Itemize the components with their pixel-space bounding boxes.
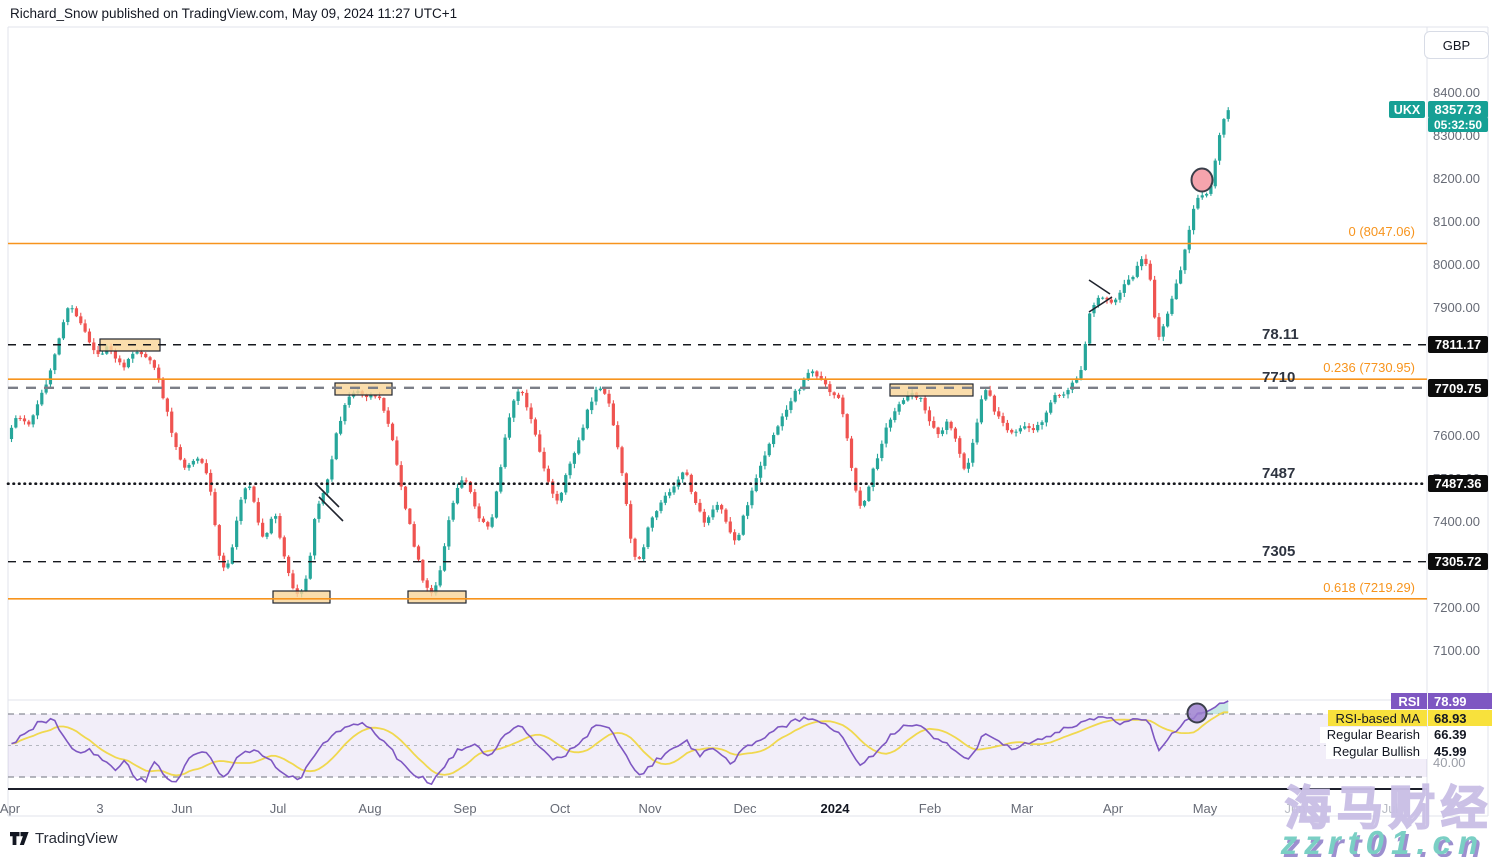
time-axis-label: Feb — [918, 801, 942, 816]
fib-level-label: 0 (8047.06) — [1348, 224, 1416, 240]
time-axis-label: May — [1192, 801, 1218, 816]
fib-level-label: 0.236 (7730.95) — [1323, 360, 1415, 376]
time-axis-label: 2024 — [820, 801, 850, 816]
horizontal-level-label: 7710 — [1262, 368, 1296, 386]
rsi-legend-value: 68.93 — [1428, 710, 1492, 726]
time-axis-label: Oct — [549, 801, 571, 816]
rsi-legend-label-rsi-based-ma: RSI-based MA — [1328, 710, 1427, 726]
bar-countdown-badge: 05:32:50 — [1428, 117, 1488, 132]
time-axis-label: Jul — [269, 801, 287, 816]
horizontal-level-label: 7305 — [1262, 542, 1296, 560]
price-level-badge: 7305.72 — [1428, 553, 1488, 571]
symbol-badge: UKX — [1389, 101, 1425, 118]
last-price-badge: 8357.73 — [1428, 101, 1488, 118]
price-axis-label: 8400.00 — [1433, 85, 1480, 100]
rsi-legend-label-rsi: RSI — [1391, 693, 1427, 709]
price-axis-label: 8100.00 — [1433, 213, 1480, 229]
time-axis-label: 3 — [96, 801, 104, 816]
time-axis-label: Jun — [1284, 801, 1306, 816]
tradingview-logo-icon — [10, 831, 29, 845]
price-axis-label: 8200.00 — [1433, 170, 1480, 186]
price-axis-label: 7600.00 — [1433, 428, 1480, 444]
time-axis-label: Nov — [638, 801, 662, 816]
rsi-legend-value: 45.99 — [1434, 743, 1467, 759]
tradingview-logo-text: TradingView — [35, 830, 118, 847]
price-axis-label: 7100.00 — [1433, 643, 1480, 658]
time-axis-label: Dec — [733, 801, 757, 816]
rsi-legend-label-regular-bullish: Regular Bullish — [1325, 743, 1427, 759]
rsi-legend-value: 78.99 — [1428, 693, 1492, 709]
time-axis-label: Sep — [453, 801, 477, 816]
time-axis-label: Apr — [0, 801, 21, 816]
publish-byline: Richard_Snow published on TradingView.co… — [10, 6, 458, 21]
price-axis-label: 7900.00 — [1433, 299, 1480, 315]
price-axis-label: 8000.00 — [1433, 256, 1480, 272]
price-level-badge: 7811.17 — [1428, 336, 1488, 354]
tradingview-attribution[interactable]: TradingView — [10, 830, 118, 847]
time-axis-label: Jun — [171, 801, 193, 816]
watermark-cn: 海马财经 — [1284, 781, 1493, 835]
time-axis-label: Apr — [1102, 801, 1124, 816]
time-axis-label: Mar — [1010, 801, 1034, 816]
price-level-badge: 7709.75 — [1428, 379, 1488, 397]
price-axis-label: 7400.00 — [1433, 514, 1480, 530]
time-axis-label: Aug — [358, 801, 382, 816]
rsi-legend-value: 66.39 — [1434, 727, 1467, 742]
rsi-axis-label: 40.00 — [1433, 755, 1466, 770]
price-level-badge: 7487.36 — [1428, 475, 1488, 493]
currency-button[interactable]: GBP — [1424, 31, 1489, 59]
rsi-legend-label-regular-bearish: Regular Bearish — [1319, 726, 1427, 743]
time-axis-label: Jul — [1381, 801, 1399, 816]
fib-level-label: 0.618 (7219.29) — [1323, 579, 1415, 595]
horizontal-level-label: 7487 — [1262, 464, 1296, 482]
horizontal-level-label: 78.11 — [1262, 325, 1299, 343]
price-axis-label: 7200.00 — [1433, 600, 1480, 616]
watermark-url: zzrt01.cn — [1280, 824, 1485, 857]
